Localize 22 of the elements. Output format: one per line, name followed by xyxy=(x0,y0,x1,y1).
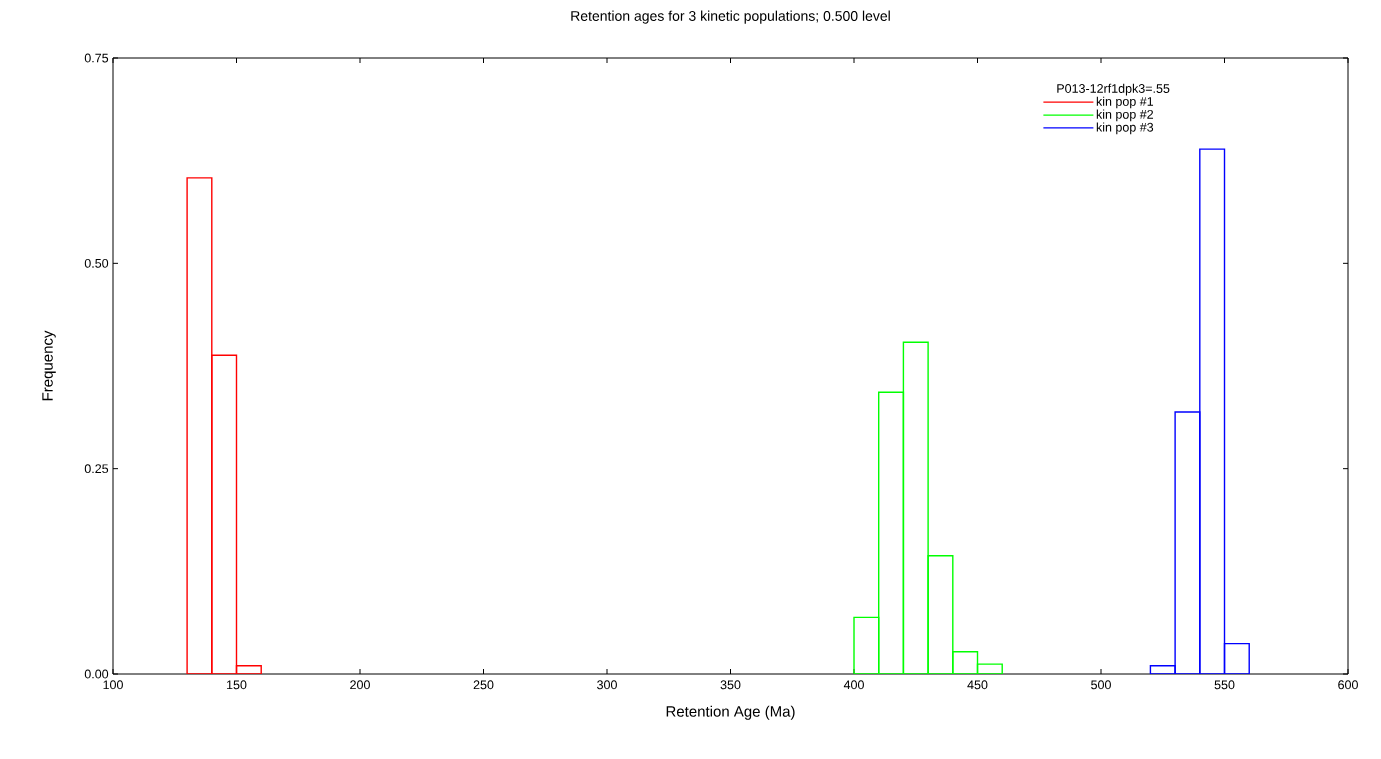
chart-title: Retention ages for 3 kinetic populations; 0.500 level xyxy=(571,10,890,24)
x-tick-label: 350 xyxy=(720,680,741,690)
x-tick-label: 600 xyxy=(1338,680,1358,690)
legend-label: kin pop #1 xyxy=(1096,96,1154,109)
y-tick-label: 0.00 xyxy=(84,669,109,679)
legend-title: P013-12rf1dpk3=.55 xyxy=(1057,83,1170,96)
x-tick-label: 550 xyxy=(1214,680,1235,690)
y-tick-label: 0.25 xyxy=(84,464,109,474)
y-tick-label: 0.75 xyxy=(84,53,109,63)
x-tick-label: 300 xyxy=(597,680,617,690)
legend-label: kin pop #3 xyxy=(1096,122,1154,135)
x-tick-label: 200 xyxy=(350,680,370,690)
x-tick-label: 450 xyxy=(967,680,988,690)
x-tick-label: 150 xyxy=(227,680,247,690)
y-axis-title: Frequency xyxy=(42,330,56,401)
x-tick-label: 100 xyxy=(103,680,123,690)
legend-label: kin pop #2 xyxy=(1096,109,1154,122)
x-tick-label: 500 xyxy=(1091,680,1111,690)
x-tick-label: 250 xyxy=(473,680,494,690)
x-axis-title: Retention Age (Ma) xyxy=(666,705,795,720)
x-tick-label: 400 xyxy=(843,680,864,690)
y-tick-label: 0.50 xyxy=(84,258,109,268)
